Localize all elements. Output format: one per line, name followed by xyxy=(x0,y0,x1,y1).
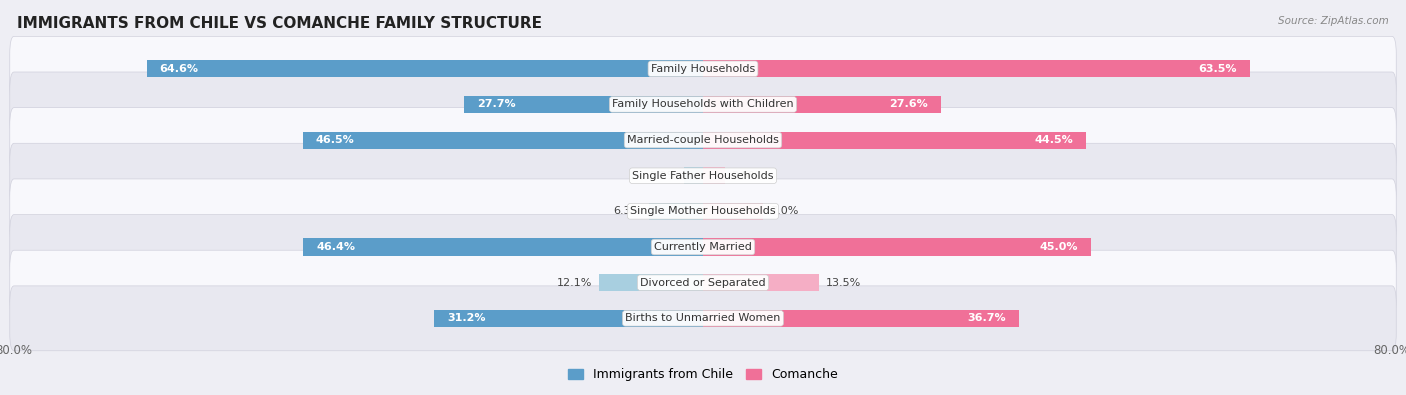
Text: 45.0%: 45.0% xyxy=(1039,242,1077,252)
Text: Family Households: Family Households xyxy=(651,64,755,74)
Bar xyxy=(648,203,703,220)
FancyBboxPatch shape xyxy=(10,250,1396,315)
Text: 12.1%: 12.1% xyxy=(557,278,592,288)
Text: 13.5%: 13.5% xyxy=(827,278,862,288)
Text: 46.5%: 46.5% xyxy=(315,135,354,145)
Text: 44.5%: 44.5% xyxy=(1035,135,1073,145)
Bar xyxy=(304,239,703,256)
Bar xyxy=(703,203,763,220)
FancyBboxPatch shape xyxy=(10,286,1396,351)
Bar xyxy=(599,274,703,291)
FancyBboxPatch shape xyxy=(10,36,1396,101)
Text: 46.4%: 46.4% xyxy=(316,242,356,252)
Text: 6.3%: 6.3% xyxy=(613,206,643,216)
FancyBboxPatch shape xyxy=(10,72,1396,137)
Bar xyxy=(703,167,724,184)
Bar xyxy=(146,60,703,77)
Text: 2.5%: 2.5% xyxy=(731,171,759,181)
Bar xyxy=(703,239,1091,256)
Text: IMMIGRANTS FROM CHILE VS COMANCHE FAMILY STRUCTURE: IMMIGRANTS FROM CHILE VS COMANCHE FAMILY… xyxy=(17,16,541,31)
Text: Currently Married: Currently Married xyxy=(654,242,752,252)
Bar xyxy=(302,132,703,149)
Text: 36.7%: 36.7% xyxy=(967,313,1007,324)
Bar xyxy=(464,96,703,113)
FancyBboxPatch shape xyxy=(10,143,1396,208)
Text: Births to Unmarried Women: Births to Unmarried Women xyxy=(626,313,780,324)
Text: 7.0%: 7.0% xyxy=(770,206,799,216)
Bar xyxy=(434,310,703,327)
Text: Single Father Households: Single Father Households xyxy=(633,171,773,181)
FancyBboxPatch shape xyxy=(10,179,1396,244)
Bar xyxy=(703,96,941,113)
Text: Family Households with Children: Family Households with Children xyxy=(612,100,794,109)
Text: 63.5%: 63.5% xyxy=(1198,64,1237,74)
Legend: Immigrants from Chile, Comanche: Immigrants from Chile, Comanche xyxy=(564,363,842,386)
Bar xyxy=(703,132,1087,149)
Text: 31.2%: 31.2% xyxy=(447,313,485,324)
FancyBboxPatch shape xyxy=(10,108,1396,173)
Text: 64.6%: 64.6% xyxy=(160,64,198,74)
Text: 27.7%: 27.7% xyxy=(478,100,516,109)
Text: Divorced or Separated: Divorced or Separated xyxy=(640,278,766,288)
Bar xyxy=(703,310,1019,327)
FancyBboxPatch shape xyxy=(10,214,1396,279)
Bar xyxy=(703,60,1250,77)
Bar xyxy=(703,274,820,291)
Text: 27.6%: 27.6% xyxy=(889,100,928,109)
Bar xyxy=(685,167,703,184)
Text: Source: ZipAtlas.com: Source: ZipAtlas.com xyxy=(1278,16,1389,26)
Text: Married-couple Households: Married-couple Households xyxy=(627,135,779,145)
Text: 2.2%: 2.2% xyxy=(648,171,678,181)
Text: Single Mother Households: Single Mother Households xyxy=(630,206,776,216)
